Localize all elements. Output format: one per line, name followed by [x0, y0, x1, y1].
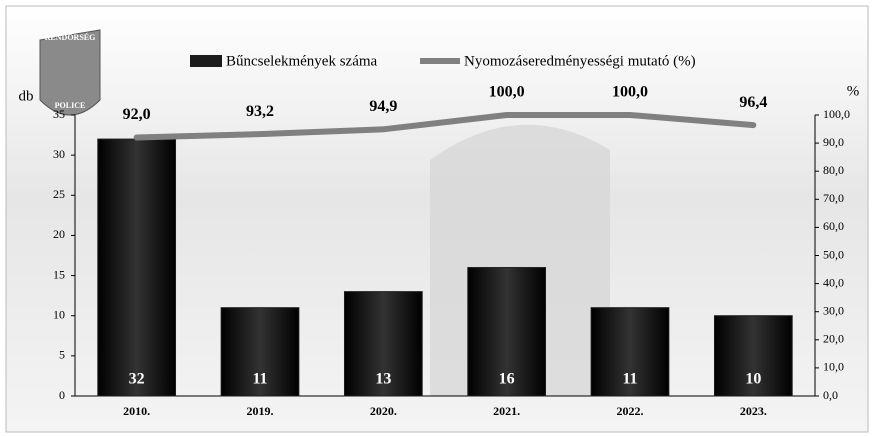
line-label: 94,9	[369, 98, 397, 115]
y2-tick-label: 50,0	[823, 247, 844, 261]
y2-tick-label: 40,0	[823, 275, 844, 289]
x-tick-label: 2021.	[493, 404, 520, 418]
bar-label: 10	[745, 371, 761, 388]
bar	[590, 307, 670, 397]
y-tick-label: 35	[53, 107, 65, 121]
y2-tick-label: 90,0	[823, 135, 844, 149]
bar-label: 11	[252, 371, 267, 388]
y2-tick-label: 60,0	[823, 219, 844, 233]
line-label: 100,0	[489, 84, 525, 101]
y-tick-label: 30	[53, 147, 65, 161]
y2-tick-label: 30,0	[823, 303, 844, 317]
y-tick-label: 10	[53, 307, 65, 321]
x-tick-label: 2023.	[740, 404, 767, 418]
y-tick-label: 25	[53, 187, 65, 201]
y-tick-label: 5	[59, 348, 65, 362]
y2-tick-label: 100,0	[823, 107, 850, 121]
y-axis-label: db	[19, 88, 34, 104]
bar	[220, 307, 300, 397]
y-tick-label: 20	[53, 227, 65, 241]
legend-label: Bűncselekmények száma	[226, 53, 378, 69]
x-tick-label: 2019.	[247, 404, 274, 418]
y-tick-label: 15	[53, 267, 65, 281]
y-tick-label: 0	[59, 388, 65, 402]
line-label: 93,2	[246, 103, 274, 120]
bar-label: 13	[375, 371, 391, 388]
line-label: 100,0	[612, 84, 648, 101]
logo-text: POLICE	[55, 101, 86, 110]
line-label: 96,4	[739, 94, 767, 111]
line	[133, 112, 757, 141]
y2-tick-label: 0,0	[823, 388, 838, 402]
legend-label: Nyomozáseredményességi mutató (%)	[464, 53, 696, 69]
y2-tick-label: 20,0	[823, 332, 844, 346]
logo-text: RENDŐRSÉG	[45, 32, 96, 42]
x-tick-label: 2022.	[617, 404, 644, 418]
y2-tick-label: 70,0	[823, 191, 844, 205]
bar	[467, 267, 547, 397]
legend-swatch	[190, 55, 222, 67]
bar-label: 16	[499, 371, 515, 388]
x-tick-label: 2010.	[123, 404, 150, 418]
bar-label: 32	[129, 371, 145, 388]
line-label: 92,0	[123, 106, 151, 123]
bar-label: 11	[622, 371, 637, 388]
x-tick-label: 2020.	[370, 404, 397, 418]
bar	[343, 291, 423, 397]
bar	[713, 315, 793, 397]
y2-axis-label: %	[847, 83, 860, 99]
bar	[97, 138, 177, 397]
y2-tick-label: 80,0	[823, 163, 844, 177]
y2-tick-label: 10,0	[823, 360, 844, 374]
